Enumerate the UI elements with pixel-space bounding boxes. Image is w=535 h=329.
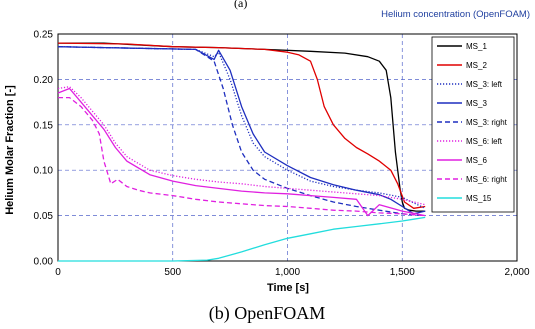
legend-label-ms-3-right: MS_3: right: [466, 118, 508, 127]
figure-caption: (b) OpenFOAM: [209, 303, 326, 324]
series-line-ms-3: [57, 46, 426, 215]
x-axis-title: Time [s]: [267, 282, 309, 294]
y-tick-label: 0.05: [34, 211, 54, 222]
series-line-ms-6-left: [57, 86, 426, 206]
series-lines: [57, 42, 426, 262]
series-line-ms-6: [57, 87, 426, 217]
y-tick-label: 0.20: [34, 75, 54, 86]
x-axis-ticks: 0 500 1,000 1,500 2,000: [55, 267, 530, 278]
x-tick-label: 500: [164, 267, 181, 278]
series-line-ms-15: [58, 216, 426, 262]
chart-title: Helium concentration (OpenFOAM): [381, 9, 530, 20]
y-tick-label: 0.00: [34, 257, 54, 268]
series-line-ms-2: [57, 42, 426, 209]
legend: MS_1 MS_2 MS_3: left MS_3 MS_3: right MS_6: l…: [431, 36, 515, 213]
legend-box: [431, 36, 515, 213]
series-line-ms-1: [58, 42, 426, 212]
series-line-ms-6-right: [58, 96, 426, 217]
plot-frame: [57, 33, 518, 262]
y-axis-ticks: 0.00 0.05 0.10 0.15 0.20 0.25: [34, 30, 54, 268]
legend-label-ms-3-left: MS_3: left: [466, 80, 503, 89]
series-line-ms-3-left: [57, 46, 426, 209]
x-tick-label: 1,000: [275, 267, 300, 278]
x-tick-label: 0: [55, 267, 61, 278]
legend-label-ms-2: MS_2: [466, 61, 487, 70]
header-fragment: (a): [234, 0, 247, 10]
x-tick-label: 1,500: [390, 267, 415, 278]
legend-label-ms-6: MS_6: [466, 156, 487, 165]
series-line-ms-3-right: [57, 46, 426, 217]
legend-label-ms-15: MS_15: [466, 194, 492, 203]
y-tick-label: 0.15: [34, 120, 54, 131]
gridlines: [58, 34, 517, 261]
legend-label-ms-3: MS_3: [466, 99, 487, 108]
y-tick-label: 0.10: [34, 166, 54, 177]
x-tick-label: 2,000: [504, 267, 529, 278]
y-axis-title: Helium Molar Fraction [-]: [4, 85, 16, 215]
legend-label-ms-6-left: MS_6: left: [466, 137, 503, 146]
legend-label-ms-1: MS_1: [466, 42, 487, 51]
y-tick-label: 0.25: [34, 30, 54, 41]
legend-label-ms-6-right: MS_6: right: [466, 175, 508, 184]
